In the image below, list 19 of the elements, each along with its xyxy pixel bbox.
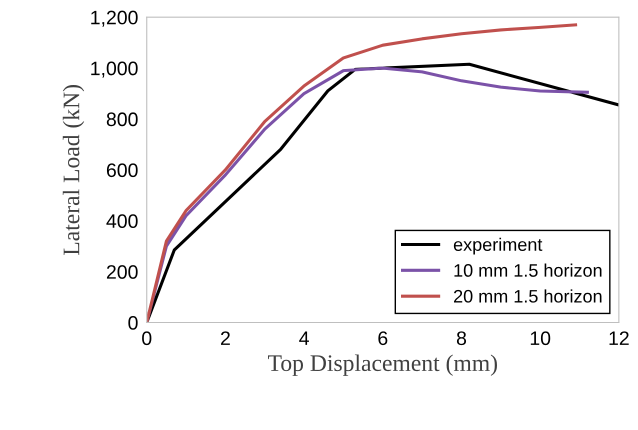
y-tick-label: 1,000 bbox=[91, 62, 138, 78]
x-tick-label: 8 bbox=[456, 331, 466, 346]
x-tick-label: 12 bbox=[610, 331, 629, 345]
legend-label: 20 mm 1.5 horizon bbox=[454, 289, 602, 303]
legend-label: experiment bbox=[454, 238, 542, 255]
legend-label: 10 mm 1.5 horizon bbox=[454, 264, 602, 277]
y-tick-label: 600 bbox=[106, 163, 138, 178]
y-axis-title: Lateral Load (kN) bbox=[62, 85, 84, 256]
x-axis-title: Top Displacement (mm) bbox=[268, 354, 497, 376]
x-tick-label: 6 bbox=[378, 331, 388, 346]
x-tick-label: 10 bbox=[530, 331, 550, 346]
y-tick-label: 1,200 bbox=[91, 10, 138, 27]
x-tick-label: 4 bbox=[299, 332, 309, 345]
x-tick-label: 2 bbox=[221, 331, 230, 345]
x-tick-label: 0 bbox=[142, 331, 152, 346]
y-tick-label: 0 bbox=[128, 316, 138, 330]
y-tick-label: 800 bbox=[106, 112, 138, 126]
y-tick-label: 400 bbox=[106, 214, 138, 228]
y-tick-label: 200 bbox=[106, 265, 138, 279]
